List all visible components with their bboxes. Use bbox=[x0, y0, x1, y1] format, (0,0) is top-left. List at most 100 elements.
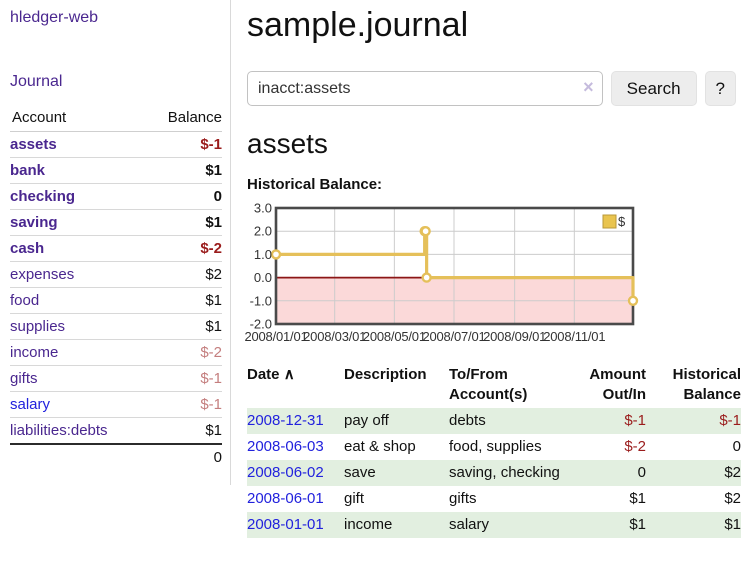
accounts-table: Account Balance assets $-1 bank $1 checking 0… bbox=[10, 105, 222, 471]
account-row: gifts $-1 bbox=[10, 365, 222, 392]
svg-text:0.0: 0.0 bbox=[254, 270, 272, 285]
account-row: salary $-1 bbox=[10, 391, 222, 418]
transaction-amount: 0 bbox=[637, 464, 646, 481]
transaction-description: pay off bbox=[344, 412, 389, 429]
account-balance: $-1 bbox=[146, 391, 222, 418]
transaction-date-link[interactable]: 2008-06-01 bbox=[247, 490, 324, 507]
sidebar-account-link[interactable]: supplies bbox=[10, 318, 66, 335]
account-row: expenses $2 bbox=[10, 261, 222, 288]
transaction-description: gift bbox=[344, 490, 365, 507]
col-description: Description bbox=[344, 366, 427, 383]
transaction-description: eat & shop bbox=[344, 438, 416, 455]
transaction-amount: $1 bbox=[629, 516, 646, 533]
sidebar: hledger-web Journal Account Balance asse… bbox=[0, 0, 231, 485]
sort-ascending-icon: ∧ bbox=[283, 366, 295, 383]
svg-text:-2.0: -2.0 bbox=[250, 317, 272, 332]
sidebar-item-journal[interactable]: Journal bbox=[10, 73, 63, 90]
transaction-date-link[interactable]: 2008-12-31 bbox=[247, 412, 324, 429]
transaction-accounts: debts bbox=[449, 412, 486, 429]
svg-text:1.0: 1.0 bbox=[254, 247, 272, 262]
transaction-amount: $1 bbox=[629, 490, 646, 507]
col-amount: Amount Out/In bbox=[589, 366, 646, 403]
page-title: sample.journal bbox=[247, 6, 469, 44]
transaction-row[interactable]: 2008-06-02 save saving, checking 0 $2 bbox=[247, 460, 741, 486]
col-accounts: To/From Account(s) bbox=[449, 366, 528, 403]
search-box: × bbox=[247, 71, 603, 106]
account-row: bank $1 bbox=[10, 157, 222, 184]
svg-text:2.0: 2.0 bbox=[254, 224, 272, 239]
account-row: checking 0 bbox=[10, 183, 222, 210]
svg-text:-1.0: -1.0 bbox=[250, 293, 272, 308]
historical-balance-chart: $3.0 2.0 1.0 0.0 -1.0 -2.02008/01/012008/03/0… bbox=[244, 201, 639, 344]
svg-text:2008/11/01: 2008/11/01 bbox=[543, 329, 605, 344]
account-balance: $1 bbox=[205, 422, 222, 439]
sidebar-account-link[interactable]: income bbox=[10, 344, 59, 361]
account-balance: $-2 bbox=[146, 339, 222, 366]
transaction-balance: $1 bbox=[724, 516, 741, 533]
transaction-date-link[interactable]: 2008-06-03 bbox=[247, 438, 324, 455]
account-balance: $1 bbox=[146, 287, 222, 314]
account-row: cash $-2 bbox=[10, 235, 222, 262]
transaction-accounts: food, supplies bbox=[449, 438, 542, 455]
transactions-header-row: Date ∧ Description To/From Account(s) Am… bbox=[247, 362, 741, 408]
svg-text:3.0: 3.0 bbox=[254, 201, 272, 216]
account-row: supplies $1 bbox=[10, 313, 222, 340]
svg-text:2008/05/01: 2008/05/01 bbox=[363, 329, 426, 344]
transaction-balance: $2 bbox=[724, 490, 741, 507]
transaction-description: save bbox=[344, 464, 376, 481]
search-button[interactable]: Search bbox=[610, 71, 697, 106]
main-content: sample.journal × Search ? assets Histori… bbox=[231, 0, 742, 538]
svg-text:2008/09/01: 2008/09/01 bbox=[483, 329, 546, 344]
account-balance: $1 bbox=[146, 209, 222, 236]
transaction-row[interactable]: 2008-06-01 gift gifts $1 $2 bbox=[247, 486, 741, 512]
app-layout: hledger-web Journal Account Balance asse… bbox=[0, 0, 742, 538]
account-balance: 0 bbox=[146, 183, 222, 210]
sidebar-account-link[interactable]: saving bbox=[10, 214, 58, 231]
account-row: food $1 bbox=[10, 287, 222, 314]
clear-search-icon[interactable]: × bbox=[583, 77, 594, 97]
account-balance: $2 bbox=[146, 261, 222, 288]
account-balance: $1 bbox=[146, 157, 222, 184]
account-balance: $-1 bbox=[146, 365, 222, 392]
transaction-accounts: gifts bbox=[449, 490, 477, 507]
accounts-col-balance: Balance bbox=[146, 105, 222, 132]
sidebar-account-link[interactable]: liabilities:debts bbox=[10, 422, 108, 439]
svg-text:2008/07/01: 2008/07/01 bbox=[422, 329, 485, 344]
transactions-table: Date ∧ Description To/From Account(s) Am… bbox=[247, 362, 741, 538]
sidebar-account-link[interactable]: cash bbox=[10, 240, 45, 257]
sidebar-account-link[interactable]: food bbox=[10, 292, 40, 309]
transaction-row[interactable]: 2008-12-31 pay off debts $-1 $-1 bbox=[247, 408, 741, 434]
account-balance: $-1 bbox=[146, 131, 222, 158]
col-date[interactable]: Date ∧ bbox=[247, 362, 344, 408]
transaction-row[interactable]: 2008-01-01 income salary $1 $1 bbox=[247, 512, 741, 538]
transaction-balance: $-1 bbox=[719, 412, 741, 429]
transaction-date-link[interactable]: 2008-01-01 bbox=[247, 516, 324, 533]
transaction-amount: $-2 bbox=[624, 438, 646, 455]
transaction-balance: 0 bbox=[732, 438, 741, 455]
help-button[interactable]: ? bbox=[704, 71, 736, 106]
sidebar-account-link[interactable]: checking bbox=[10, 188, 76, 205]
account-balance: $1 bbox=[146, 313, 222, 340]
account-row: income $-2 bbox=[10, 339, 222, 366]
transaction-row[interactable]: 2008-06-03 eat & shop food, supplies $-2 0 bbox=[247, 434, 741, 460]
sidebar-account-link[interactable]: bank bbox=[10, 162, 46, 179]
app-brand-link[interactable]: hledger-web bbox=[10, 9, 99, 26]
sidebar-account-link[interactable]: assets bbox=[10, 136, 57, 153]
accounts-col-account: Account bbox=[10, 105, 147, 132]
transaction-amount: $-1 bbox=[624, 412, 646, 429]
col-balance: Historical Balance bbox=[672, 366, 741, 403]
sidebar-account-link[interactable]: expenses bbox=[10, 266, 75, 283]
search-input[interactable] bbox=[247, 71, 603, 106]
accounts-total-row: 0 bbox=[10, 443, 222, 471]
sidebar-account-link[interactable]: gifts bbox=[10, 370, 38, 387]
transaction-accounts: salary bbox=[449, 516, 490, 533]
account-balance: $-2 bbox=[146, 235, 222, 262]
sidebar-account-link[interactable]: salary bbox=[10, 396, 51, 413]
svg-text:2008/01/01: 2008/01/01 bbox=[244, 329, 307, 344]
transaction-date-link[interactable]: 2008-06-02 bbox=[247, 464, 324, 481]
col-date-label: Date bbox=[247, 366, 280, 383]
account-row: saving $1 bbox=[10, 209, 222, 236]
chart-title: Historical Balance: bbox=[247, 176, 383, 193]
accounts-total-value: 0 bbox=[146, 443, 222, 471]
account-row: liabilities:debts $1 bbox=[10, 418, 222, 445]
